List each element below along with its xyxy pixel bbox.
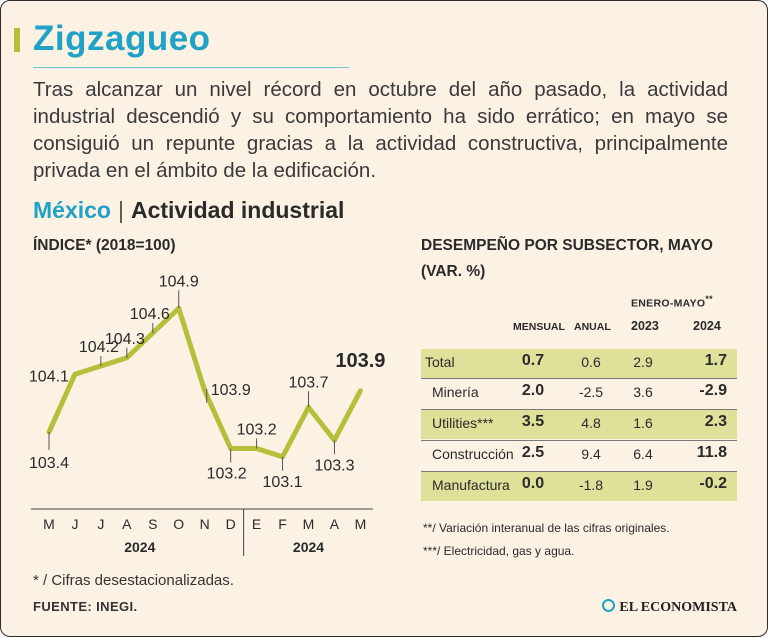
source-line: FUENTE: INEGI. (33, 599, 138, 614)
cell-2024: 2.3 (704, 413, 727, 430)
table-row-manufactura: Manufactura 0.0 -1.8 1.9 -0.2 (421, 472, 737, 501)
cell-anual: 4.8 (581, 415, 601, 431)
year-label: 2024 (124, 539, 155, 555)
label-leaders (48, 290, 335, 471)
cell-2023: 1.6 (633, 415, 653, 431)
data-label: 103.7 (288, 374, 328, 391)
data-label: 104.9 (159, 273, 199, 290)
table-subtitle: (VAR. %) (421, 263, 486, 280)
row-name: Utilities*** (432, 415, 494, 431)
chart-axis (31, 508, 373, 556)
brand-icon (602, 599, 616, 612)
cell-mensual: 0.0 (521, 475, 545, 492)
year-label: 2024 (293, 539, 324, 555)
data-label: 103.3 (314, 457, 354, 474)
row-name: Total (425, 354, 455, 370)
title-rule (33, 67, 349, 68)
row-divider (421, 409, 737, 410)
cell-2023: 1.9 (633, 477, 653, 493)
data-label: 103.2 (237, 422, 277, 439)
x-tick-label: O (173, 516, 184, 532)
cell-mensual: 2.5 (521, 444, 545, 461)
topic-label: Actividad industrial (130, 197, 345, 223)
header-enero-mayo-sup: ** (705, 294, 713, 304)
x-tick-label: M (355, 516, 367, 532)
data-label: 103.2 (207, 466, 247, 483)
data-label: 104.1 (29, 368, 69, 385)
row-divider (421, 471, 737, 472)
header-enero-mayo: ENERO-MAYO** (631, 294, 713, 310)
cell-2023: 3.6 (633, 384, 653, 400)
table-row-utilities: Utilities*** 3.5 4.8 1.6 2.3 (421, 410, 737, 439)
cell-anual: 9.4 (581, 446, 601, 462)
row-name: Manufactura (432, 477, 510, 493)
cell-2024: -2.9 (699, 382, 727, 399)
cell-2024: 1.7 (704, 352, 727, 369)
x-tick-label: E (252, 516, 261, 532)
row-name: Minería (432, 384, 479, 400)
row-divider (421, 378, 737, 379)
cell-2024: -0.2 (699, 475, 727, 492)
chart-title: ÍNDICE* (2018=100) (33, 237, 176, 254)
data-label: 103.4 (29, 455, 69, 472)
cell-2023: 6.4 (633, 446, 653, 462)
footnote: * / Cifras desestacionalizadas. (33, 572, 234, 589)
country-label: México (33, 197, 111, 223)
column-header-anual: ANUAL (574, 321, 611, 333)
data-label: 104.3 (105, 331, 145, 348)
x-tick-label: J (71, 516, 78, 532)
title-accent-bar (14, 28, 20, 52)
column-header-2023: 2023 (631, 319, 659, 333)
cell-2023: 2.9 (633, 354, 653, 370)
page-title: Zigzagueo (33, 19, 211, 58)
row-divider (421, 440, 737, 441)
table-title: DESEMPEÑO POR SUBSECTOR, MAYO (421, 237, 713, 254)
x-tick-label: D (226, 516, 236, 532)
x-tick-label: J (97, 516, 104, 532)
brand-logo: EL ECONOMISTA (602, 599, 737, 616)
data-label: 103.9 (211, 382, 251, 399)
cell-anual: -1.8 (578, 477, 604, 493)
x-tick-label: F (278, 516, 287, 532)
cell-mensual: 0.7 (521, 352, 545, 369)
x-tick-label: M (43, 516, 55, 532)
table-row-mineria: Minería 2.0 -2.5 3.6 -2.9 (421, 379, 737, 408)
x-tick-label: N (200, 516, 210, 532)
cell-mensual: 3.5 (521, 413, 545, 430)
data-label: 103.9 (335, 350, 385, 372)
note-line: ***/ Electricidad, gas y agua. (423, 544, 575, 558)
x-tick-label: M (303, 516, 315, 532)
table-notes: **/ Variación interanual de las cifras o… (423, 517, 670, 563)
data-label: 104.2 (79, 339, 119, 356)
heading-separator: | (117, 197, 124, 223)
cell-anual: -2.5 (578, 384, 604, 400)
x-tick-label: S (148, 516, 157, 532)
section-heading: México | Actividad industrial (33, 197, 344, 224)
cell-anual: 0.6 (581, 354, 601, 370)
cell-mensual: 2.0 (521, 382, 545, 399)
note-line: **/ Variación interanual de las cifras o… (423, 521, 670, 535)
intro-paragraph: Tras alcanzar un nivel récord en octubre… (33, 78, 728, 182)
x-tick-label: A (122, 516, 132, 532)
data-label: 104.6 (130, 306, 170, 323)
row-name: Construcción (432, 446, 514, 462)
table-row-construccion: Construcción 2.5 9.4 6.4 11.8 (421, 441, 737, 470)
cell-2024: 11.8 (696, 444, 727, 461)
x-tick-label: A (330, 516, 340, 532)
data-label: 103.1 (263, 474, 303, 491)
table-row-total: Total 0.7 0.6 2.9 1.7 (421, 349, 737, 378)
column-header-mensual: MENSUAL (513, 321, 565, 333)
brand-name: EL ECONOMISTA (619, 600, 737, 615)
header-enero-mayo-label: ENERO-MAYO (631, 297, 706, 310)
column-header-2024: 2024 (693, 319, 721, 333)
